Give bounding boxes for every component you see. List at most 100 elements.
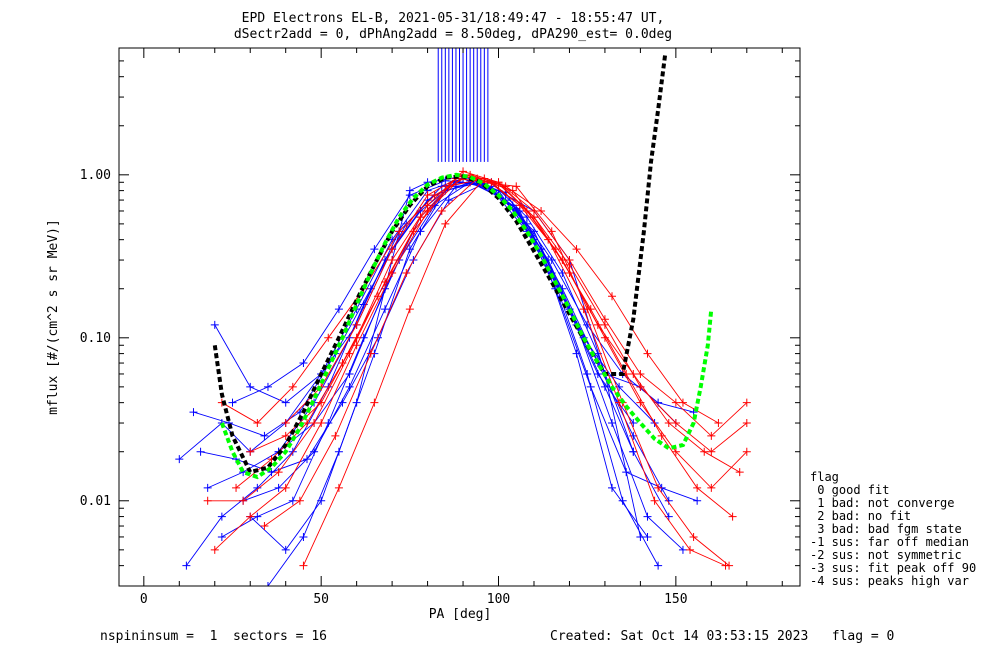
chart-title: EPD Electrons EL-B, 2021-05-31/18:49:47 … (242, 11, 665, 26)
data-point (352, 333, 361, 342)
x-tick-label: 50 (313, 592, 329, 607)
data-point (728, 512, 737, 521)
data-point (664, 419, 673, 428)
data-point (345, 369, 354, 378)
data-point (742, 447, 751, 456)
data-point (693, 496, 702, 505)
data-point (381, 305, 390, 314)
data-point (678, 545, 687, 554)
plot-frame (118, 47, 801, 587)
series-line (221, 181, 648, 538)
data-point (678, 398, 687, 407)
legend-entry: -3 sus: fit peak off 90 (810, 561, 976, 575)
data-point (182, 561, 191, 570)
x-tick-label: 100 (487, 592, 510, 607)
data-point (437, 206, 446, 215)
data-point (246, 447, 255, 456)
data-point (263, 582, 272, 586)
data-point (686, 545, 695, 554)
data-point (565, 256, 574, 265)
data-point (547, 227, 556, 236)
data-point (388, 245, 397, 254)
data-point (228, 398, 237, 407)
data-point (352, 341, 361, 350)
data-point (537, 206, 546, 215)
series-line (232, 180, 694, 413)
data-point (295, 496, 304, 505)
data-point (636, 369, 645, 378)
data-point (388, 256, 397, 265)
data-point (643, 512, 652, 521)
data-point (444, 196, 453, 205)
data-point (253, 512, 262, 521)
chart-subtitle: dSectr2add = 0, dPhAng2add = 8.50deg, dP… (234, 27, 672, 42)
data-point (246, 512, 255, 521)
data-point (700, 447, 709, 456)
data-point (608, 483, 617, 492)
footer-left: nspininsum = 1 sectors = 16 (100, 629, 327, 644)
series-line (193, 180, 655, 437)
data-point (689, 532, 698, 541)
data-point (345, 382, 354, 391)
data-point (274, 483, 283, 492)
data-point (714, 419, 723, 428)
data-point (274, 468, 283, 477)
y-axis-label: mflux [#/(cm^2 s sr MeV)] (46, 219, 61, 415)
data-point (600, 315, 609, 324)
data-point (671, 398, 680, 407)
data-point (203, 483, 212, 492)
data-point (253, 483, 262, 492)
data-point (217, 532, 226, 541)
data-point (405, 245, 414, 254)
series-line (264, 177, 726, 567)
data-point (317, 398, 326, 407)
data-point (288, 496, 297, 505)
data-point (299, 561, 308, 570)
data-point (430, 191, 439, 200)
data-point (203, 496, 212, 505)
data-point (636, 532, 645, 541)
data-point (444, 182, 453, 191)
series-line (285, 174, 748, 437)
data-point (416, 213, 425, 222)
data-point (618, 496, 627, 505)
data-point (423, 201, 432, 210)
data-point (232, 483, 241, 492)
data-point (381, 256, 390, 265)
legend: flag 0 good fit 1 bad: not converge 2 ba… (810, 470, 976, 588)
data-point (405, 305, 414, 314)
data-point (263, 382, 272, 391)
data-point (671, 447, 680, 456)
data-point (657, 431, 666, 440)
data-point (189, 408, 198, 417)
data-point (654, 561, 663, 570)
x-axis-label: PA [deg] (429, 607, 492, 622)
data-point (742, 419, 751, 428)
data-point (260, 431, 269, 440)
data-point (441, 219, 450, 228)
data-layer (175, 48, 751, 586)
data-point (370, 245, 379, 254)
data-point (288, 382, 297, 391)
data-point (643, 532, 652, 541)
data-point (742, 398, 751, 407)
data-point (572, 349, 581, 358)
series-line (278, 180, 634, 453)
data-point (608, 419, 617, 428)
series-line (267, 181, 659, 586)
footer-right: Created: Sat Oct 14 03:53:15 2023 flag =… (550, 629, 894, 644)
data-point (196, 447, 205, 456)
legend-title: flag (810, 470, 839, 484)
axes-layer: 0 50 100 150 0.01 0.10 1.00 (80, 47, 801, 607)
data-point (239, 496, 248, 505)
data-point (402, 268, 411, 277)
data-point (629, 447, 638, 456)
data-point (299, 359, 308, 368)
data-point (650, 496, 659, 505)
data-point (210, 320, 219, 329)
data-point (217, 512, 226, 521)
data-point (334, 305, 343, 314)
data-point (281, 419, 290, 428)
data-point (572, 245, 581, 254)
